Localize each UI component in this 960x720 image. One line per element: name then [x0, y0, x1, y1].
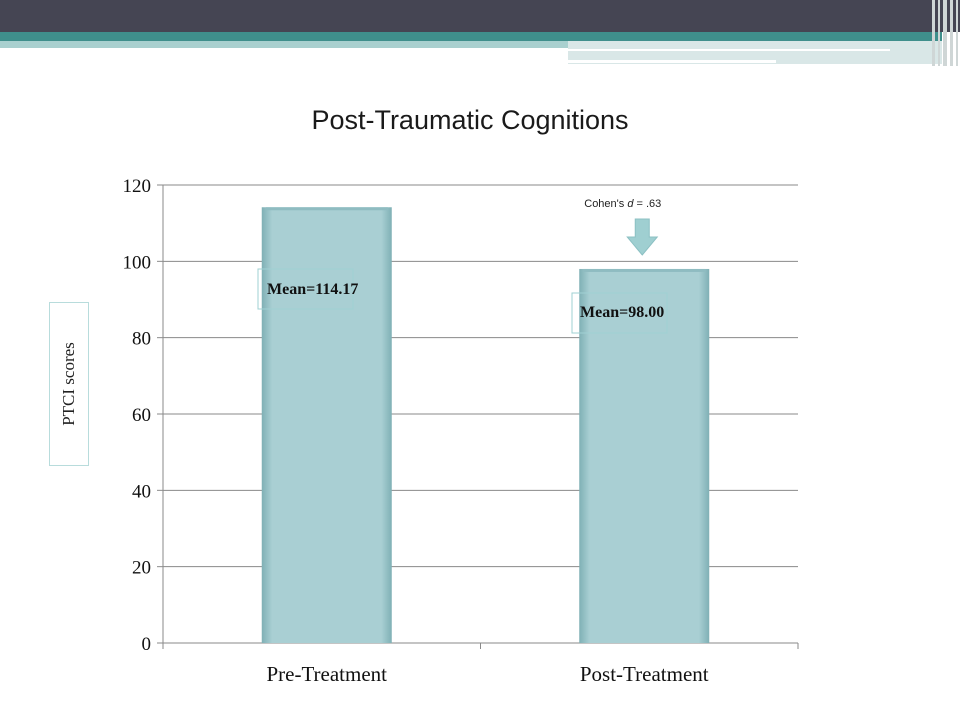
- slide-header-rule-2: [568, 60, 776, 63]
- slide-header-accent: [0, 41, 568, 48]
- data-label-box: [257, 268, 354, 310]
- y-tick-label: 80: [132, 329, 151, 350]
- y-tick-label: 100: [123, 252, 152, 273]
- bar-top-edge: [265, 207, 388, 211]
- y-tick-label: 20: [132, 558, 151, 579]
- data-label-box: [571, 292, 668, 334]
- slide-header-bar: [0, 0, 960, 32]
- data-label: Mean=114.17: [267, 281, 358, 298]
- slide-header-accent-right: [568, 41, 942, 64]
- chart-title: Post-Traumatic Cognitions: [311, 105, 629, 135]
- y-tick-label: 120: [123, 176, 152, 197]
- y-axis-label-box: PTCI scores: [49, 302, 89, 466]
- y-tick-label: 0: [142, 634, 152, 655]
- effect-size-annotation: Cohen's d = .63: [584, 198, 661, 210]
- x-tick-label: Post-Treatment: [580, 662, 709, 686]
- slide-header-stripes: [928, 0, 960, 66]
- y-tick-label: 40: [132, 481, 151, 502]
- slide-header-band: [0, 32, 942, 41]
- y-tick-label: 60: [132, 405, 151, 426]
- bar-top-edge: [583, 268, 706, 272]
- slide-header-rule: [568, 49, 890, 51]
- x-tick-label: Pre-Treatment: [266, 662, 387, 686]
- data-label: Mean=98.00: [580, 304, 664, 321]
- bar: [579, 268, 710, 643]
- down-arrow-icon: [626, 218, 659, 256]
- bar: [261, 207, 392, 643]
